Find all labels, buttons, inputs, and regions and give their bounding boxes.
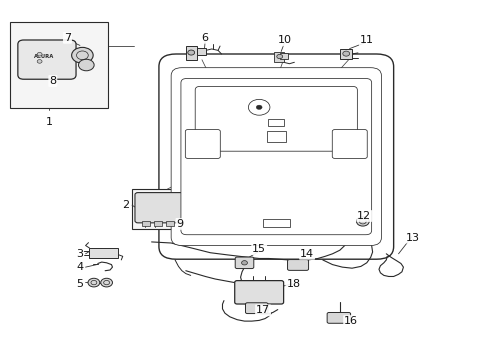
- FancyBboxPatch shape: [331, 130, 366, 158]
- Bar: [166, 221, 174, 226]
- Bar: [339, 49, 351, 59]
- Bar: [197, 48, 205, 55]
- Text: 6: 6: [201, 33, 207, 43]
- FancyBboxPatch shape: [287, 260, 308, 270]
- Text: 11: 11: [359, 35, 373, 45]
- FancyBboxPatch shape: [135, 193, 199, 223]
- Text: 7: 7: [64, 33, 71, 43]
- Text: 2: 2: [122, 200, 129, 210]
- Text: 8: 8: [49, 76, 56, 86]
- Text: 3: 3: [76, 249, 83, 259]
- FancyBboxPatch shape: [195, 86, 357, 151]
- Circle shape: [241, 261, 247, 265]
- Text: ACURA: ACURA: [34, 54, 55, 59]
- Text: 9: 9: [176, 219, 183, 229]
- FancyBboxPatch shape: [234, 281, 283, 304]
- Text: 13: 13: [406, 233, 419, 243]
- FancyBboxPatch shape: [185, 130, 220, 158]
- Text: 15: 15: [252, 244, 265, 254]
- Text: 10: 10: [277, 35, 291, 45]
- Circle shape: [101, 278, 112, 287]
- Bar: [10, 22, 107, 108]
- FancyBboxPatch shape: [171, 68, 381, 246]
- Bar: [273, 52, 283, 62]
- FancyBboxPatch shape: [18, 40, 76, 79]
- Bar: [132, 189, 203, 229]
- Bar: [263, 219, 289, 227]
- Circle shape: [342, 51, 349, 56]
- Bar: [185, 46, 196, 60]
- Circle shape: [78, 59, 94, 71]
- FancyBboxPatch shape: [159, 54, 393, 259]
- Text: 5: 5: [76, 279, 83, 289]
- Text: 14: 14: [300, 249, 313, 259]
- Circle shape: [37, 60, 42, 63]
- Text: 16: 16: [344, 316, 357, 326]
- Bar: [279, 53, 287, 59]
- Circle shape: [187, 50, 194, 55]
- FancyBboxPatch shape: [326, 312, 350, 323]
- Text: 4: 4: [76, 262, 83, 272]
- Text: 18: 18: [286, 279, 300, 289]
- Circle shape: [256, 105, 262, 109]
- Bar: [142, 221, 149, 226]
- FancyBboxPatch shape: [245, 303, 267, 314]
- Text: 1: 1: [45, 117, 52, 127]
- Circle shape: [356, 217, 368, 226]
- Circle shape: [276, 54, 282, 59]
- Bar: [89, 248, 118, 258]
- Text: 12: 12: [357, 211, 370, 221]
- FancyBboxPatch shape: [181, 78, 371, 235]
- Circle shape: [37, 53, 42, 56]
- Bar: [154, 221, 162, 226]
- Bar: [268, 118, 284, 126]
- Circle shape: [71, 48, 93, 63]
- Circle shape: [88, 278, 100, 287]
- Bar: [266, 131, 285, 142]
- Text: 17: 17: [256, 305, 269, 315]
- FancyBboxPatch shape: [235, 257, 253, 269]
